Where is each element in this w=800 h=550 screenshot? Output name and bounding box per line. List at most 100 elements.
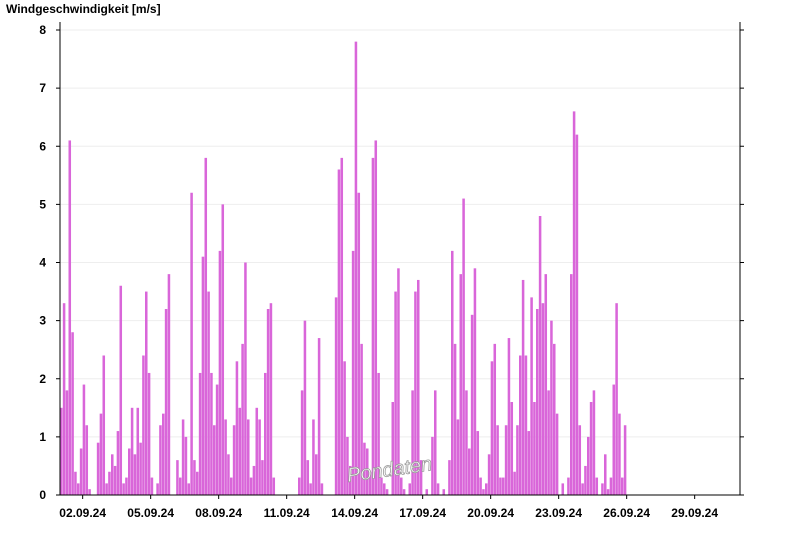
bar xyxy=(119,285,123,495)
y-tick-label: 0 xyxy=(39,488,46,502)
bar xyxy=(230,477,233,495)
bar xyxy=(150,477,154,495)
bar xyxy=(366,448,369,495)
bar xyxy=(235,361,239,495)
bar xyxy=(541,303,545,495)
bar xyxy=(618,413,621,496)
bar xyxy=(181,419,185,495)
bars xyxy=(60,41,627,496)
bar xyxy=(383,483,386,496)
bar xyxy=(521,279,525,495)
bar xyxy=(402,489,406,495)
bar xyxy=(184,436,188,496)
bar xyxy=(207,291,210,495)
bar xyxy=(567,477,570,495)
bar xyxy=(436,483,440,496)
bar xyxy=(65,390,69,496)
bar xyxy=(470,314,474,495)
bar xyxy=(533,402,536,495)
bar xyxy=(487,454,491,495)
bar xyxy=(96,442,100,495)
bar xyxy=(303,320,307,496)
bar xyxy=(116,431,120,495)
bar xyxy=(408,483,412,496)
bar xyxy=(570,274,573,496)
bar xyxy=(479,477,482,495)
bar xyxy=(493,343,497,496)
bar xyxy=(468,448,471,495)
bar xyxy=(530,297,533,496)
bar xyxy=(431,436,434,496)
bar xyxy=(524,355,528,495)
bar xyxy=(385,489,389,495)
bar xyxy=(612,384,616,495)
bar xyxy=(425,489,429,495)
bar xyxy=(615,303,618,495)
y-tick-label: 4 xyxy=(39,256,46,270)
bar xyxy=(213,425,216,495)
bar xyxy=(145,291,148,495)
bar xyxy=(351,250,355,496)
bar xyxy=(490,361,494,495)
bar xyxy=(60,407,63,495)
bar xyxy=(85,425,89,495)
bar xyxy=(269,303,273,495)
bar xyxy=(544,274,548,496)
bar xyxy=(136,407,140,495)
bar xyxy=(266,309,270,495)
bar xyxy=(102,355,106,495)
bar xyxy=(414,291,417,495)
bar xyxy=(377,372,380,495)
bar xyxy=(561,483,565,496)
bar xyxy=(193,460,196,496)
bar xyxy=(411,390,414,496)
bar xyxy=(113,465,117,495)
y-tick-label: 8 xyxy=(39,23,46,37)
x-tick-label: 05.09.24 xyxy=(127,506,174,520)
bar xyxy=(513,471,516,495)
bar xyxy=(309,483,312,496)
bar xyxy=(210,372,213,495)
bar xyxy=(357,192,361,495)
bar xyxy=(176,460,179,496)
bar xyxy=(572,111,576,496)
bar xyxy=(247,419,250,495)
bar xyxy=(374,140,378,495)
bar xyxy=(224,419,227,495)
bar xyxy=(589,402,593,495)
bar xyxy=(147,372,151,495)
bar xyxy=(218,250,222,496)
bar xyxy=(337,169,341,495)
x-tick-label: 29.09.24 xyxy=(671,506,718,520)
bar xyxy=(315,454,318,495)
y-axis-ticks: 0 1 2 3 4 5 6 7 8 xyxy=(39,23,744,502)
y-tick-label: 2 xyxy=(39,372,46,386)
bar xyxy=(133,454,137,495)
gridlines xyxy=(60,29,740,438)
bar xyxy=(343,361,346,495)
bar xyxy=(258,419,261,495)
bar xyxy=(456,419,460,495)
bar xyxy=(587,436,590,496)
bar xyxy=(482,489,485,495)
bar xyxy=(578,425,582,495)
bar xyxy=(252,465,256,495)
bar xyxy=(320,483,324,496)
bar xyxy=(167,274,171,496)
y-tick-label: 1 xyxy=(39,430,46,444)
bar xyxy=(249,477,253,495)
x-tick-label: 11.09.24 xyxy=(264,506,310,520)
bar xyxy=(371,157,375,496)
bar xyxy=(434,390,437,496)
bar xyxy=(187,483,191,496)
bar xyxy=(516,425,519,495)
bar xyxy=(179,477,182,495)
bar xyxy=(88,489,91,495)
bar xyxy=(391,402,395,495)
bar xyxy=(201,256,205,495)
bar xyxy=(105,483,108,496)
x-tick-label: 23.09.24 xyxy=(535,506,582,520)
y-tick-label: 7 xyxy=(39,81,46,95)
bar xyxy=(621,477,624,495)
